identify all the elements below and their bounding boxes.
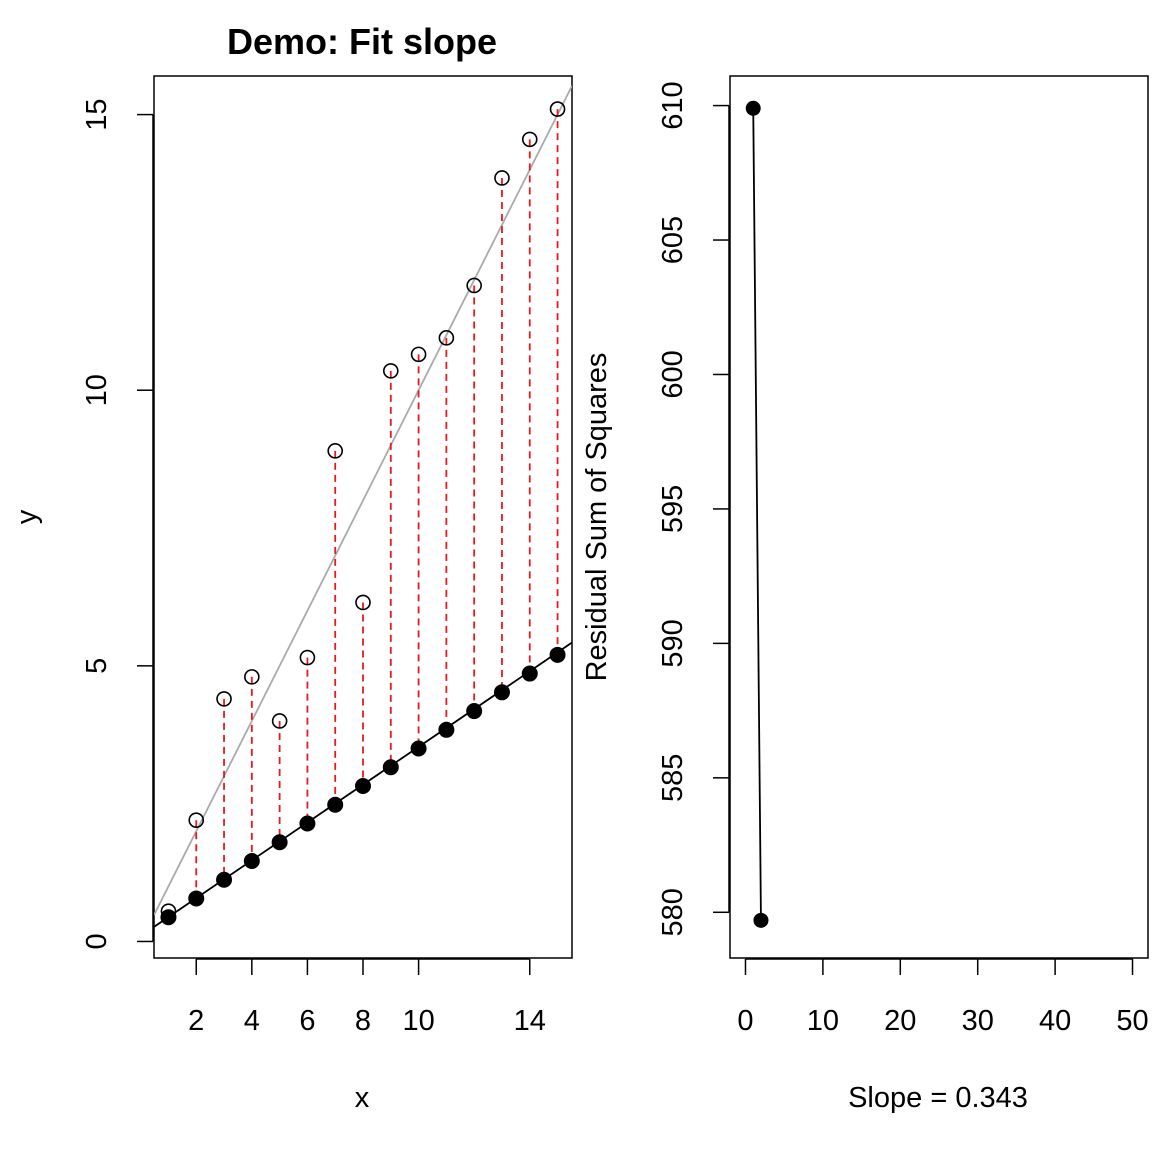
left-y-axis-label: y [11,509,43,524]
fitted-point [410,740,427,757]
left-x-tick-label: 14 [514,1005,546,1037]
observed-point [188,812,205,828]
fitted-point [521,665,538,682]
chart-marks: 2 4 6 8 10 14 0 5 10 15 0 10 20 30 40 50 580 585 590 595 600… [81,75,1149,1037]
fitted-point [493,684,510,701]
left-x-tick-label: 8 [355,1005,371,1037]
observed-point [521,131,538,148]
left-plot-area [154,85,572,928]
observed-point [355,594,371,611]
rss-point [753,912,769,928]
right-x-tick-label: 30 [962,1005,994,1037]
observed-point [299,649,316,666]
right-x-tick-label: 40 [1039,1005,1071,1037]
left-y-tick-label: 5 [81,658,113,674]
observed-point [382,363,399,379]
fitted-point [216,871,233,888]
observed-point [466,277,482,294]
fitted-point [160,909,177,926]
right-y-tick-label: 605 [657,216,689,264]
fitted-point [382,759,399,776]
fitted-point [271,834,288,851]
right-y-tick-label: 590 [657,619,689,667]
right-x-tick-label: 50 [1116,1005,1148,1037]
observed-point [438,330,455,346]
fitted-point [438,721,455,738]
left-y-tick-label: 15 [81,98,113,130]
left-x-axis-label: x [355,1082,370,1114]
fitted-point [188,890,205,907]
right-y-tick-label: 595 [657,485,689,533]
left-y-tick-label: 10 [81,374,113,406]
right-y-axis-label: Residual Sum of Squares [581,353,613,682]
observed-point [216,691,232,707]
fitted-point [549,646,566,663]
right-y-tick-label: 580 [657,888,689,936]
fitted-point [327,796,344,813]
rss-line [752,108,762,921]
right-y-tick-label: 610 [657,81,689,129]
observed-point [494,170,510,186]
right-y-tick-label: 600 [657,350,689,398]
observed-point [549,101,566,117]
left-x-tick-label: 4 [244,1005,260,1037]
right-y-tick-label: 585 [657,754,689,802]
left-y-tick-label: 0 [81,933,113,949]
right-x-tick-label: 0 [737,1005,753,1037]
left-x-tick-label: 6 [299,1005,315,1037]
left-x-tick-label: 10 [402,1005,434,1037]
fitted-point [299,815,316,832]
observed-point [271,713,288,729]
fitted-point [466,703,483,720]
observed-point [327,443,344,459]
observed-point [244,669,260,685]
fitted-point [355,778,371,795]
right-x-tick-label: 20 [884,1005,916,1037]
left-x-tick-label: 2 [188,1005,204,1037]
right-x-axis-label: Slope = 0.343 [848,1082,1028,1114]
rss-point [745,100,761,116]
left-plot-frame [153,75,573,959]
observed-point [410,346,427,363]
fitted-point [243,852,260,869]
chart-title: Demo: Fit slope [227,21,497,62]
right-plot-frame [729,75,1149,959]
right-x-tick-label: 10 [807,1005,839,1037]
